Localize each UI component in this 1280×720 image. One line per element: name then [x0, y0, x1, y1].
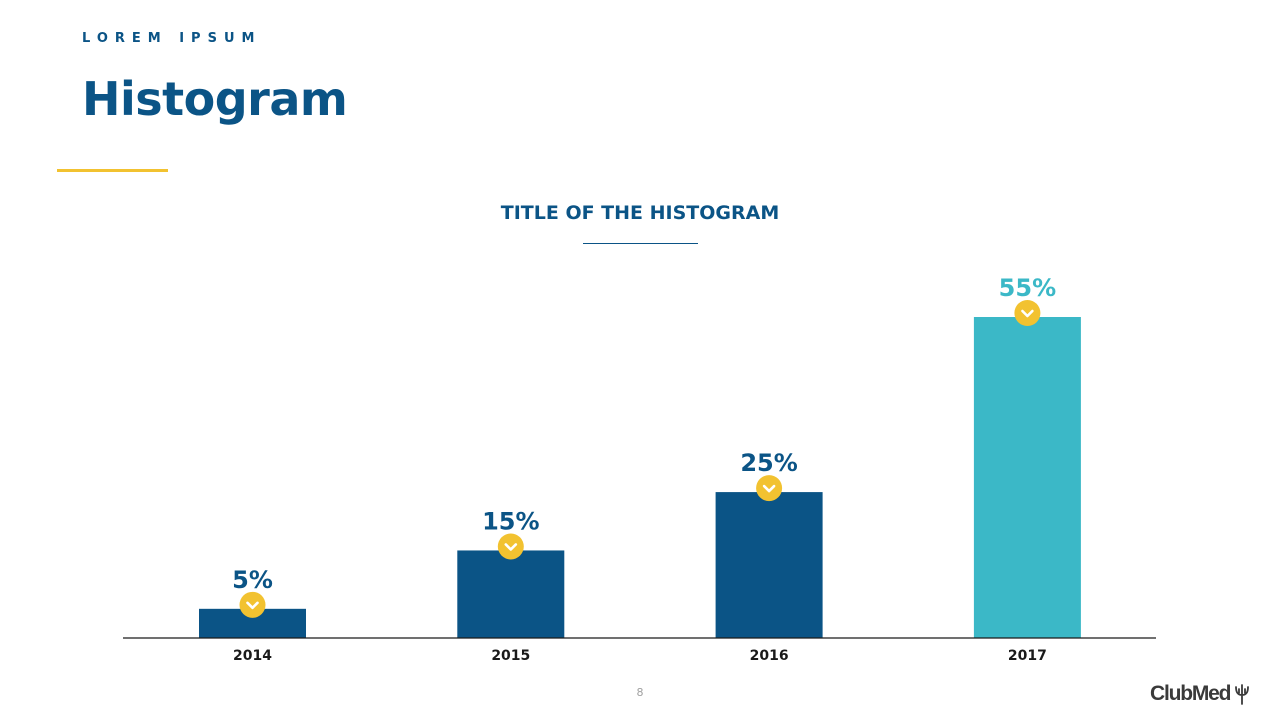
- chevron-down-icon: [504, 543, 518, 551]
- x-tick-2015: 2015: [491, 648, 530, 664]
- page-number: 8: [636, 686, 644, 699]
- marker-circle-2015: [497, 533, 524, 560]
- marker-circle-2017: [1014, 300, 1041, 326]
- chevron-down-icon: [1021, 309, 1034, 318]
- value-label-2014: 5%: [232, 566, 273, 594]
- marker-circle-2016: [756, 475, 783, 502]
- page-title: Histogram: [82, 72, 348, 126]
- chevron-down-icon: [762, 484, 776, 493]
- x-tick-2014: 2014: [233, 648, 272, 664]
- logo-text: ClubMed: [1150, 682, 1231, 705]
- x-tick-2017: 2017: [1008, 648, 1047, 664]
- chart-title: TITLE OF THE HISTOGRAM: [500, 202, 780, 224]
- x-tick-2016: 2016: [750, 648, 789, 664]
- chart-title-rule: [583, 243, 698, 244]
- trident-icon: [1235, 684, 1250, 705]
- bar-2017: [973, 317, 1081, 638]
- chevron-down-icon: [246, 601, 259, 610]
- eyebrow-label: LOREM IPSUM: [82, 31, 262, 46]
- title-accent-rule: [57, 169, 168, 172]
- value-label-2017: 55%: [999, 274, 1056, 302]
- bar-2016: [715, 492, 823, 638]
- bar-2015: [457, 550, 565, 638]
- value-label-2016: 25%: [740, 449, 797, 477]
- value-label-2015: 15%: [482, 507, 539, 535]
- marker-circle-2014: [239, 591, 266, 618]
- club-med-logo: ClubMed: [1150, 682, 1251, 706]
